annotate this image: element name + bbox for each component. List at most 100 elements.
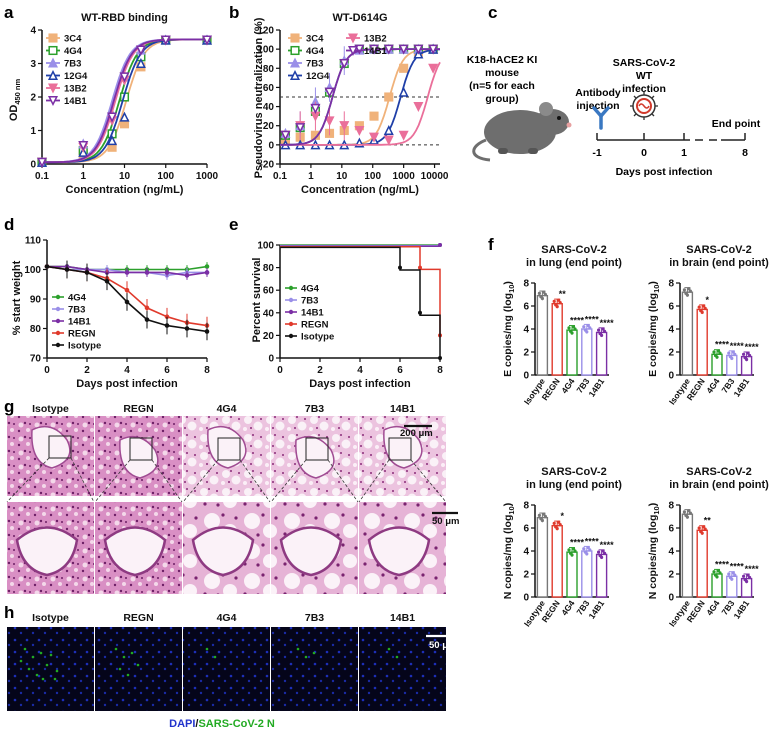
y-tick-label: 120 xyxy=(257,26,274,37)
data-point-13B2 xyxy=(383,135,394,146)
n-protein-signal xyxy=(41,677,45,681)
panel-letters: a b c d e f g h xyxy=(4,3,497,622)
group-label-14B1: 14B1 xyxy=(390,612,415,624)
replicate-point xyxy=(702,304,706,308)
significance-label: **** xyxy=(570,538,585,548)
panel-letter-c: c xyxy=(488,3,497,22)
bar-REGN xyxy=(551,303,563,376)
y-tick-label: 4 xyxy=(523,547,529,558)
legend-marker xyxy=(55,294,61,300)
y-tick-label: 8 xyxy=(668,279,674,290)
caption-separator: / xyxy=(195,718,198,730)
y-tick-label: 0 xyxy=(268,140,274,151)
y-axis-label: % start weight xyxy=(11,260,23,335)
significance-label: **** xyxy=(715,559,730,569)
data-point-Isotype xyxy=(398,265,402,270)
alveolar-structure xyxy=(103,526,167,577)
replicate-point xyxy=(554,525,558,529)
replicate-point xyxy=(558,522,562,527)
replicate-point xyxy=(699,309,703,313)
survival-line-Isotype xyxy=(280,246,441,361)
y-axis-label: Percent survival xyxy=(251,258,263,343)
replicate-point xyxy=(573,549,577,553)
virus-label-line2: WT xyxy=(636,70,653,82)
fit-curve-14B1 xyxy=(42,38,207,164)
airway-structure xyxy=(207,425,247,469)
timeline-tick-0: 0 xyxy=(641,147,647,159)
data-point-REGN xyxy=(124,287,130,293)
data-point-14B1 xyxy=(295,123,306,134)
chart-a: 0 1 2 3 4 0.1 1 10 100 1000 Concentration (ng/mL) W… xyxy=(8,12,219,196)
x-tick-label: 8 xyxy=(437,365,443,376)
legend-label: REGN xyxy=(301,320,329,331)
zoom-guide xyxy=(239,459,271,503)
data-point-12G4 xyxy=(135,58,146,69)
histology-panel-g: Isotype REGN 4G4 7B3 14B1 200 μm 50 μm xyxy=(6,403,459,594)
y-axis-label: N copies/mg (log10) xyxy=(502,503,516,599)
fluorescence-image xyxy=(183,627,270,711)
legend-label: 7B3 xyxy=(306,59,323,70)
data-point-14B1 xyxy=(204,270,210,275)
x-category-label: 14B1 xyxy=(586,598,606,621)
data-point-14B1 xyxy=(398,44,409,55)
legend-item-4G4: 4G4 xyxy=(285,284,320,295)
replicate-point xyxy=(682,288,687,292)
n-protein-signal xyxy=(19,659,23,663)
replicate-point xyxy=(557,520,561,524)
data-point-14B1 xyxy=(124,270,130,275)
chart-f3: 0 2 4 6 8 SARS-CoV-2in lung (end point) N copi… xyxy=(502,466,622,629)
legend-marker xyxy=(288,333,294,339)
x-tick-label: 10 xyxy=(119,171,131,182)
n-protein-signal xyxy=(49,653,53,657)
x-tick-label: 6 xyxy=(397,365,403,376)
y-tick-label: 0 xyxy=(668,371,674,382)
x-category-label: 4G4 xyxy=(704,598,722,617)
x-tick-label: 0.1 xyxy=(35,171,49,182)
data-point-Isotype xyxy=(204,329,210,334)
data-point-Isotype xyxy=(164,323,170,328)
x-category-label: 4G4 xyxy=(704,376,722,395)
replicate-point xyxy=(554,303,558,307)
replicate-point xyxy=(601,549,605,553)
data-point-14B1 xyxy=(107,112,118,123)
legend-label: 3C4 xyxy=(306,34,324,45)
legend-label: Isotype xyxy=(301,332,334,343)
timeline-tick-8: 8 xyxy=(742,147,748,159)
x-tick-label: 100 xyxy=(364,171,381,182)
x-tick-label: 4 xyxy=(124,365,130,376)
legend-label: 14B1 xyxy=(64,96,87,107)
data-point-12G4 xyxy=(398,86,409,97)
replicate-point xyxy=(748,575,752,580)
chart-f4: 0 2 4 6 8 SARS-CoV-2in brain (end point) N cop… xyxy=(647,466,769,629)
n-protein-signal xyxy=(136,663,140,667)
y-tick-label: 60 xyxy=(263,286,275,297)
bar-Isotype xyxy=(536,294,549,376)
x-category-label: 14B1 xyxy=(586,376,606,399)
data-point-14B1 xyxy=(413,44,424,55)
x-axis-label: Concentration (ng/mL) xyxy=(66,184,184,196)
panel-letter-a: a xyxy=(4,3,14,22)
zoom-guide xyxy=(70,457,95,503)
bar-REGN xyxy=(551,525,563,598)
bar-7B3 xyxy=(581,550,593,598)
mouse-label-line4: group) xyxy=(485,93,518,105)
endpoint-label: End point xyxy=(712,118,761,130)
data-point-13B2 xyxy=(428,63,439,74)
y-tick-label: 8 xyxy=(523,501,529,512)
chart-subtitle: in lung (end point) xyxy=(526,257,622,269)
n-protein-signal xyxy=(55,669,59,673)
y-tick-label: 8 xyxy=(523,279,529,290)
timeline-label: Days post infection xyxy=(616,166,713,178)
data-point-14B1 xyxy=(144,270,150,275)
replicate-point xyxy=(684,291,688,295)
n-protein-signal xyxy=(23,647,27,651)
y-axis-label-main: OD xyxy=(8,105,20,122)
fluorescence-image xyxy=(359,627,446,711)
legend-marker xyxy=(55,330,61,336)
data-point-14B1 xyxy=(428,44,439,55)
legend-label: 14B1 xyxy=(301,308,324,319)
data-point-14B1 xyxy=(160,35,171,46)
legend-marker xyxy=(288,285,294,291)
x-tick-label: 1 xyxy=(308,171,314,182)
